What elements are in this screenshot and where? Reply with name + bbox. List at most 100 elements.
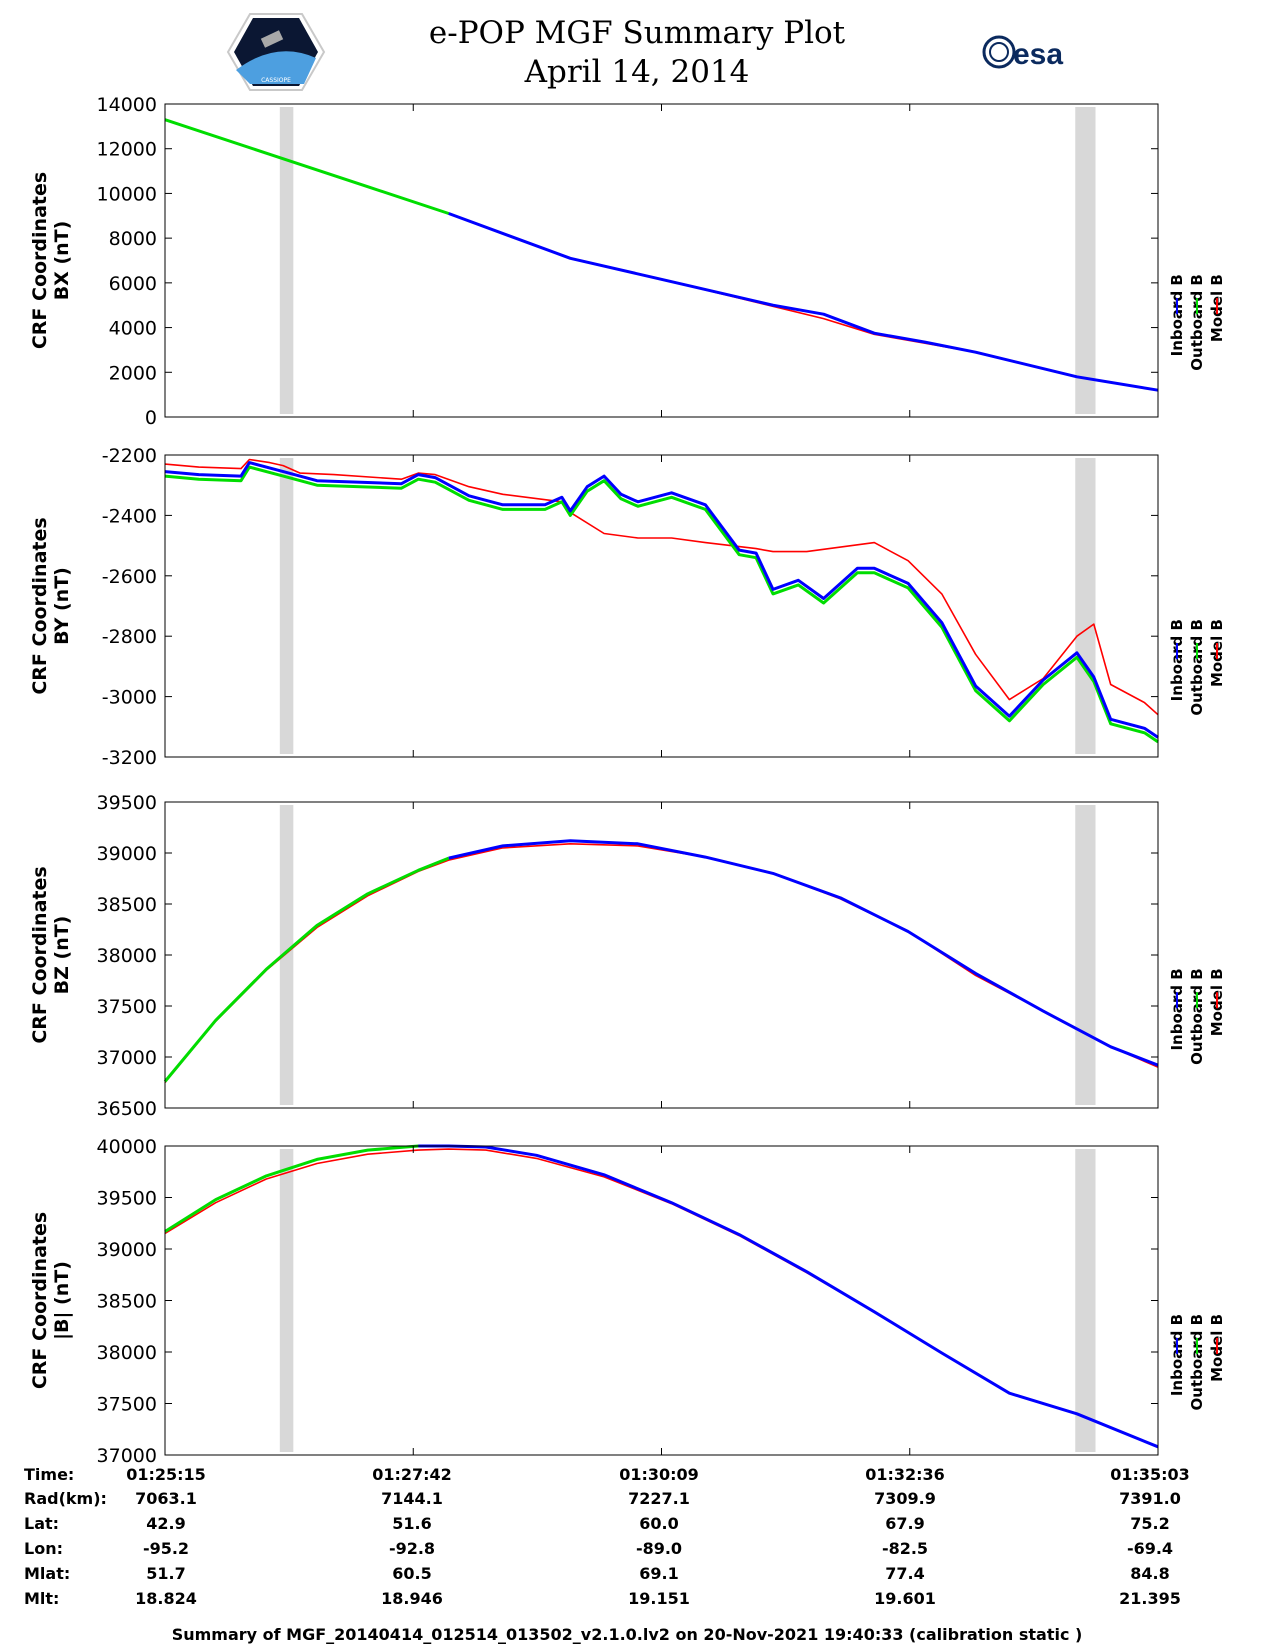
info-mlt: 21.395 bbox=[1119, 1589, 1181, 1608]
info-lon: -92.8 bbox=[389, 1539, 435, 1558]
shaded-interval bbox=[1075, 1149, 1096, 1452]
info-mlt: 19.601 bbox=[874, 1589, 936, 1608]
series-line-outboard-b bbox=[164, 465, 1159, 744]
y-tick-label: -2400 bbox=[102, 505, 157, 527]
y-axis-label: CRF Coordinates|B| (nT) bbox=[29, 1212, 73, 1389]
legend-label: Outboard B bbox=[1188, 274, 1206, 371]
y-tick-label: 40000 bbox=[97, 1136, 157, 1158]
y-axis-label-line: CRF Coordinates bbox=[29, 172, 51, 349]
y-tick-label: 39500 bbox=[97, 792, 157, 814]
info-lat: 67.9 bbox=[885, 1514, 924, 1533]
info-column: 01:25:15 7063.1 42.9 -95.2 51.7 18.824 bbox=[126, 1465, 206, 1608]
info-column: 01:30:09 7227.1 60.0 -89.0 69.1 19.151 bbox=[619, 1465, 699, 1608]
y-tick-label: 10000 bbox=[97, 183, 157, 205]
series-line-model-b bbox=[164, 842, 1159, 1084]
y-axis-label-line: BY (nT) bbox=[51, 567, 73, 645]
left-logo: CASSIOPE bbox=[226, 13, 326, 91]
info-label-lon: Lon: bbox=[24, 1539, 63, 1558]
info-lon: -95.2 bbox=[143, 1539, 189, 1558]
y-axis-label-line: CRF Coordinates bbox=[29, 866, 51, 1043]
info-label-lat: Lat: bbox=[24, 1514, 59, 1533]
footer-caption: Summary of MGF_20140414_012514_013502_v2… bbox=[172, 1625, 1083, 1644]
y-axis-label: CRF CoordinatesBX (nT) bbox=[29, 172, 73, 349]
y-tick-label: 39000 bbox=[97, 1239, 157, 1261]
y-axis-label-line: CRF Coordinates bbox=[29, 1212, 51, 1389]
info-mlt: 18.824 bbox=[135, 1589, 197, 1608]
info-rad: 7144.1 bbox=[381, 1489, 443, 1508]
y-tick-label: 12000 bbox=[97, 139, 157, 161]
series-line-inboard-b bbox=[448, 212, 1159, 392]
shaded-interval bbox=[1075, 107, 1096, 414]
info-rad: 7227.1 bbox=[628, 1489, 690, 1508]
chart-panel: -3200 -3000 -2800 -2600 -2400 -2200 CRF Coordi… bbox=[29, 445, 1226, 769]
info-time: 01:25:15 bbox=[126, 1465, 206, 1484]
y-tick-label: 38000 bbox=[97, 1342, 157, 1364]
info-lat: 51.6 bbox=[392, 1514, 431, 1533]
y-axis-label-line: BZ (nT) bbox=[51, 916, 73, 995]
plot-frame bbox=[164, 103, 1159, 418]
y-tick-label: -3200 bbox=[102, 747, 157, 769]
info-lon: -89.0 bbox=[636, 1539, 682, 1558]
shaded-interval bbox=[279, 1149, 294, 1452]
info-label-mlat: Mlat: bbox=[24, 1564, 70, 1583]
y-tick-label: 6000 bbox=[109, 273, 157, 295]
y-tick-label: 37500 bbox=[97, 996, 157, 1018]
y-tick-label: 37000 bbox=[97, 1047, 157, 1069]
y-tick-label: 8000 bbox=[109, 228, 157, 250]
series-line-outboard-b bbox=[164, 118, 450, 215]
info-mlat: 60.5 bbox=[392, 1564, 431, 1583]
chart-panel: 36500 37000 37500 38000 38500 39000 39500 CRF C… bbox=[29, 792, 1226, 1120]
y-axis-label-line: BX (nT) bbox=[51, 221, 73, 301]
info-lat: 42.9 bbox=[146, 1514, 185, 1533]
y-tick-label: -2600 bbox=[102, 566, 157, 588]
legend-label: Outboard B bbox=[1188, 968, 1206, 1065]
info-lon: -69.4 bbox=[1127, 1539, 1173, 1558]
shaded-interval bbox=[1075, 458, 1096, 754]
y-tick-label: 37500 bbox=[97, 1394, 157, 1416]
y-axis-label-line: |B| (nT) bbox=[51, 1261, 73, 1340]
y-axis-label: CRF CoordinatesBY (nT) bbox=[29, 517, 73, 694]
y-tick-label: 36500 bbox=[97, 1098, 157, 1120]
y-tick-label: 38500 bbox=[97, 1291, 157, 1313]
legend-label: Inboard B bbox=[1168, 619, 1186, 701]
series-line-inboard-b bbox=[448, 839, 1159, 1067]
series-line-outboard-b bbox=[163, 856, 450, 1083]
legend-label: Inboard B bbox=[1168, 1314, 1186, 1396]
info-mlat: 84.8 bbox=[1130, 1564, 1169, 1583]
y-tick-label: 38000 bbox=[97, 945, 157, 967]
info-time: 01:27:42 bbox=[372, 1465, 452, 1484]
info-column: 01:35:03 7391.0 75.2 -69.4 84.8 21.395 bbox=[1110, 1465, 1190, 1608]
info-rad: 7309.9 bbox=[874, 1489, 936, 1508]
info-mlat: 77.4 bbox=[885, 1564, 924, 1583]
info-mlat: 69.1 bbox=[639, 1564, 678, 1583]
esa-logo-text: esa bbox=[1013, 38, 1063, 71]
shaded-interval bbox=[279, 458, 294, 754]
info-time: 01:32:36 bbox=[865, 1465, 945, 1484]
series-line-model-b bbox=[164, 458, 1159, 716]
series-line-inboard-b bbox=[418, 1144, 1159, 1449]
y-axis-label-line: CRF Coordinates bbox=[29, 517, 51, 694]
series-line-outboard-b bbox=[164, 1144, 449, 1233]
y-tick-label: -3000 bbox=[102, 687, 157, 709]
info-lon: -82.5 bbox=[882, 1539, 928, 1558]
y-tick-label: 0 bbox=[145, 407, 157, 429]
info-column: 01:32:36 7309.9 67.9 -82.5 77.4 19.601 bbox=[865, 1465, 945, 1608]
info-label-rad: Rad(km): bbox=[24, 1489, 107, 1508]
info-column: 01:27:42 7144.1 51.6 -92.8 60.5 18.946 bbox=[372, 1465, 452, 1608]
info-mlt: 19.151 bbox=[628, 1589, 690, 1608]
legend-label: Inboard B bbox=[1168, 968, 1186, 1050]
info-mlat: 51.7 bbox=[146, 1564, 185, 1583]
y-tick-label: 39500 bbox=[97, 1188, 157, 1210]
info-lat: 60.0 bbox=[639, 1514, 678, 1533]
series-line-model-b bbox=[164, 118, 1159, 391]
y-tick-label: 2000 bbox=[109, 362, 157, 384]
left-logo-text: CASSIOPE bbox=[261, 77, 291, 84]
plot-frame bbox=[164, 1145, 1159, 1456]
y-tick-label: 39000 bbox=[97, 843, 157, 865]
esa-logo: esa bbox=[982, 35, 1063, 71]
series-line-inboard-b bbox=[164, 461, 1159, 739]
series-line-model-b bbox=[164, 1148, 1159, 1448]
y-tick-label: 37000 bbox=[97, 1445, 157, 1467]
shaded-interval bbox=[279, 107, 294, 414]
